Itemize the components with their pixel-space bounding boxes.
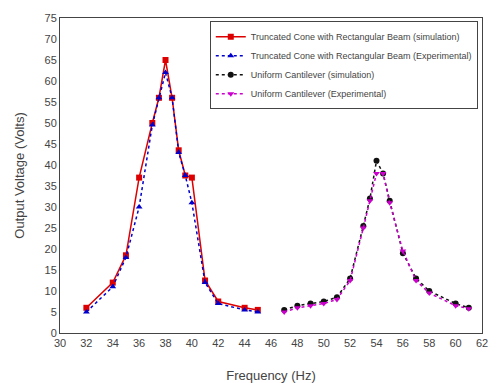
svg-text:62: 62 [476,337,488,349]
svg-text:50: 50 [45,117,57,129]
svg-text:46: 46 [265,337,277,349]
svg-text:52: 52 [344,337,356,349]
svg-text:34: 34 [107,337,119,349]
svg-text:30: 30 [45,201,57,213]
svg-text:60: 60 [450,337,462,349]
svg-text:38: 38 [159,337,171,349]
svg-text:70: 70 [45,33,57,45]
svg-text:35: 35 [45,180,57,192]
svg-text:55: 55 [45,96,57,108]
svg-text:Frequency (Hz): Frequency (Hz) [226,368,316,383]
svg-text:0: 0 [51,327,57,339]
svg-text:10: 10 [45,285,57,297]
svg-text:36: 36 [133,337,145,349]
svg-text:25: 25 [45,222,57,234]
svg-text:30: 30 [54,337,66,349]
svg-text:40: 40 [186,337,198,349]
svg-text:48: 48 [291,337,303,349]
svg-text:65: 65 [45,54,57,66]
svg-text:Uniform Cantilever (simulation: Uniform Cantilever (simulation) [251,70,375,80]
svg-text:Truncated Cone with Rectangula: Truncated Cone with Rectangular Beam (si… [251,32,460,42]
svg-text:32: 32 [80,337,92,349]
svg-text:45: 45 [45,138,57,150]
svg-text:60: 60 [45,75,57,87]
svg-text:58: 58 [423,337,435,349]
svg-text:54: 54 [370,337,382,349]
svg-text:42: 42 [212,337,224,349]
svg-text:Output Voltage (Volts): Output Voltage (Volts) [12,112,27,238]
svg-text:75: 75 [45,12,57,24]
svg-text:56: 56 [397,337,409,349]
svg-text:50: 50 [318,337,330,349]
svg-text:Truncated Cone with Rectangula: Truncated Cone with Rectangular Beam (Ex… [251,51,472,61]
svg-text:20: 20 [45,243,57,255]
svg-text:15: 15 [45,264,57,276]
svg-text:40: 40 [45,159,57,171]
svg-text:Uniform Cantilever (Experiment: Uniform Cantilever (Experimental) [251,89,387,99]
svg-text:5: 5 [51,306,57,318]
svg-text:44: 44 [239,337,251,349]
